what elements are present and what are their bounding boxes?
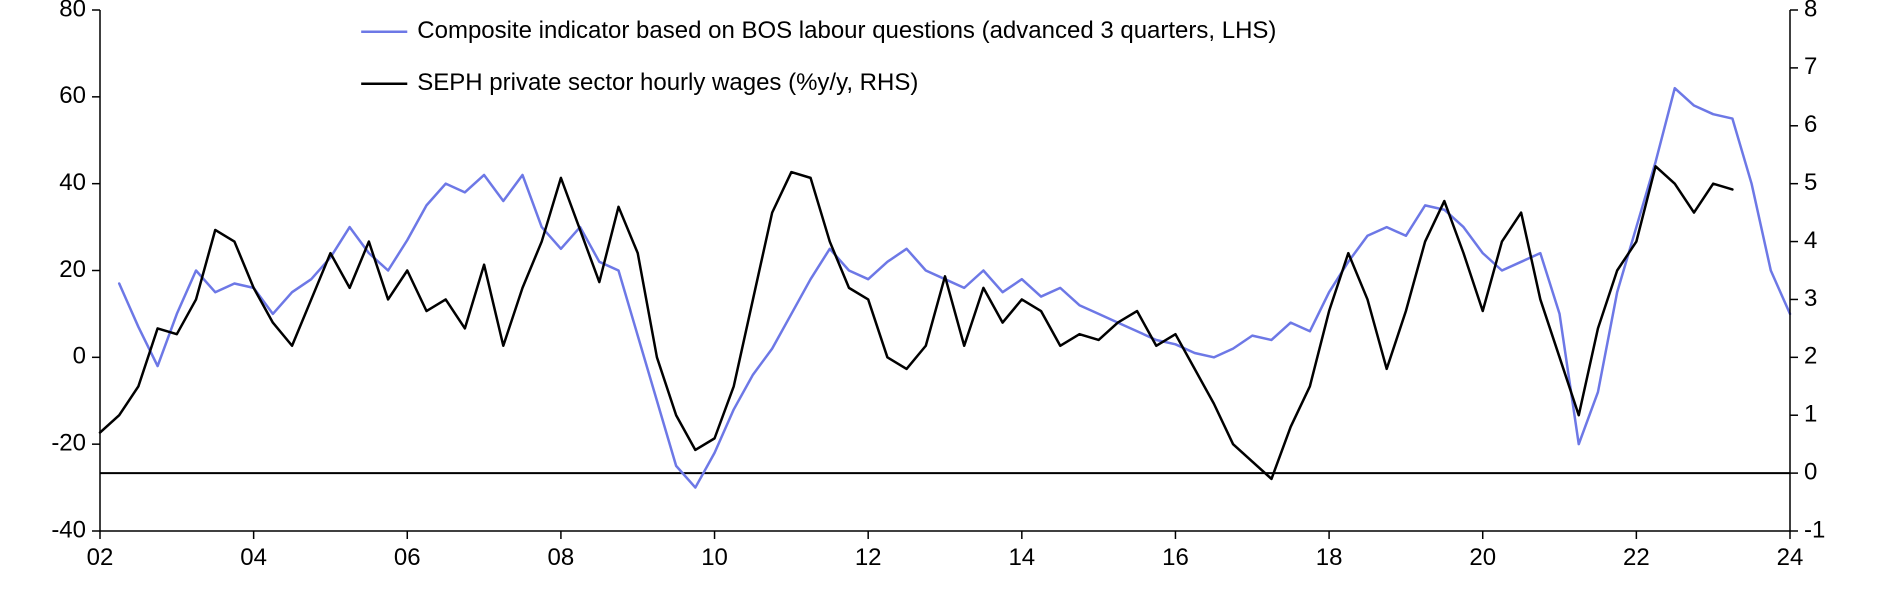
y-left-tick-label: 60 xyxy=(59,82,86,109)
y-left-tick-label: 40 xyxy=(59,169,86,196)
y-right-tick-label: 5 xyxy=(1804,169,1817,196)
x-tick-label: 24 xyxy=(1777,544,1804,571)
x-tick-label: 16 xyxy=(1162,544,1189,571)
y-right-tick-label: 0 xyxy=(1804,458,1817,485)
line-chart: -40-20020406080-101234567802040608101214… xyxy=(0,0,1890,591)
legend-label-seph: SEPH private sector hourly wages (%y/y, … xyxy=(417,69,918,96)
y-right-tick-label: 7 xyxy=(1804,53,1817,80)
x-tick-label: 10 xyxy=(701,544,728,571)
chart-container: -40-20020406080-101234567802040608101214… xyxy=(0,0,1890,591)
y-right-tick-label: -1 xyxy=(1804,516,1825,543)
y-left-tick-label: 0 xyxy=(73,343,86,370)
legend-label-composite: Composite indicator based on BOS labour … xyxy=(417,17,1276,44)
x-tick-label: 22 xyxy=(1623,544,1650,571)
y-right-tick-label: 3 xyxy=(1804,285,1817,312)
x-tick-label: 14 xyxy=(1008,544,1035,571)
x-tick-label: 20 xyxy=(1469,544,1496,571)
y-right-tick-label: 1 xyxy=(1804,401,1817,428)
y-right-tick-label: 2 xyxy=(1804,343,1817,370)
x-tick-label: 18 xyxy=(1316,544,1343,571)
x-tick-label: 04 xyxy=(240,544,267,571)
x-tick-label: 02 xyxy=(87,544,114,571)
x-tick-label: 08 xyxy=(548,544,575,571)
y-left-tick-label: -20 xyxy=(51,430,86,457)
y-right-tick-label: 8 xyxy=(1804,0,1817,22)
y-right-tick-label: 6 xyxy=(1804,111,1817,138)
x-tick-label: 06 xyxy=(394,544,421,571)
y-left-tick-label: 20 xyxy=(59,256,86,283)
x-tick-label: 12 xyxy=(855,544,882,571)
y-left-tick-label: -40 xyxy=(51,516,86,543)
y-right-tick-label: 4 xyxy=(1804,227,1817,254)
y-left-tick-label: 80 xyxy=(59,0,86,22)
